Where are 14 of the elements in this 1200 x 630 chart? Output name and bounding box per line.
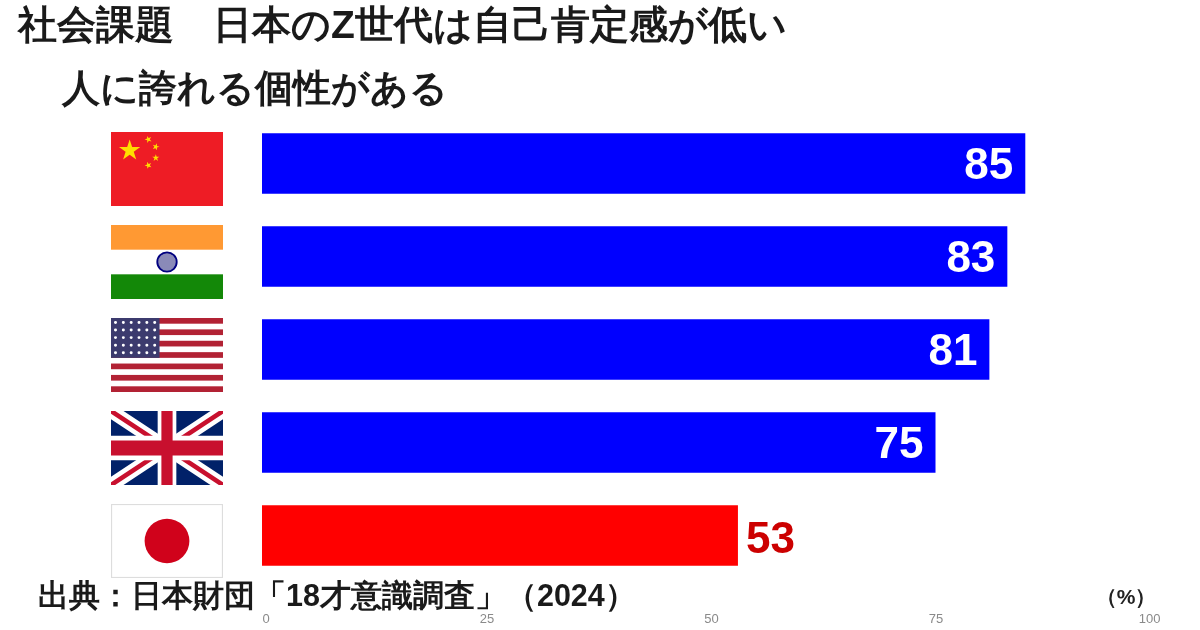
data-label: 53 [745,512,795,562]
data-label: 75 [874,417,924,467]
chart-subtitle: 人に誇れる個性がある [61,67,448,109]
chart-title: 社会課題 日本のZ世代は自己肯定感が低い [17,3,787,46]
annotation: 出典：日本財団「18才意識調査」（2024） [38,578,636,612]
x-axis-title: （%） [1095,584,1157,608]
x-tick-label: 25 [479,610,495,626]
data-label: 81 [928,324,978,374]
x-tick-label: 100 [1138,610,1161,626]
x-tick-label: 50 [704,610,719,626]
x-tick-label: 75 [928,610,944,626]
x-tick-label: 0 [262,610,270,626]
data-label: 83 [946,231,996,281]
data-label: 85 [964,138,1014,188]
